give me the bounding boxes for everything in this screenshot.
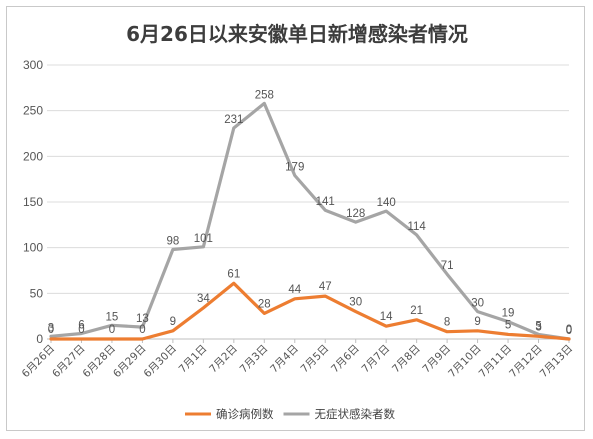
x-tick-label: 6月29日 [111,343,149,381]
data-label-series-0: 34 [197,293,210,305]
y-tick-label: 0 [36,332,43,346]
data-label-series-0: 21 [410,305,423,317]
series-line-0 [49,281,571,341]
x-tick-label: 6月28日 [81,343,119,381]
x-tick-label: 7月2日 [207,343,240,376]
data-label-series-0: 0 [48,324,54,336]
data-label-series-0: 44 [288,284,301,296]
data-label-series-1: 0 [566,325,572,337]
x-tick-label: 6月26日 [20,343,58,381]
x-tick-label: 7月12日 [507,343,545,381]
y-axis-ticks: 0 50 100 150 200 250 300 [23,58,43,346]
series-layer [49,101,571,341]
y-tick-label: 100 [23,241,43,255]
grid-layer [47,64,569,340]
y-tick-label: 300 [23,58,43,72]
y-tick-label: 50 [30,286,44,300]
data-label-series-1: 3 [48,322,54,334]
legend: 确诊病例数 无症状感染者数 [185,407,395,421]
data-label-series-1: 231 [224,114,243,126]
x-tick-label: 6月30日 [141,343,179,381]
data-label-series-0: 28 [258,298,271,310]
data-label-series-0: 9 [474,316,480,328]
data-label-series-1: 258 [255,89,274,101]
data-label-series-1: 6 [78,320,84,332]
data-label-series-1: 71 [441,260,454,272]
data-label-series-0: 5 [505,319,511,331]
data-label-series-0: 14 [380,311,393,323]
chart-title: 6月26日以来安徽单日新增感染者情况 [126,22,468,46]
data-label-series-0: 0 [78,324,84,336]
data-label-series-1: 13 [136,313,149,325]
x-tick-label: 7月6日 [329,343,362,376]
x-axis-ticks: 6月26日6月27日6月28日6月29日6月30日7月1日7月2日7月3日7月4… [20,339,576,381]
data-label-series-0: 9 [170,316,176,328]
series-line-1 [49,101,571,341]
x-tick-label: 7月13日 [538,343,576,381]
data-label-series-1: 128 [346,208,365,220]
y-tick-label: 200 [23,149,43,163]
data-label-series-0: 0 [139,324,145,336]
data-label-series-1: 101 [194,233,213,245]
data-label-series-0: 61 [227,268,240,280]
data-label-series-1: 179 [285,162,304,174]
x-tick-label: 7月7日 [360,343,393,376]
data-label-series-0: 0 [109,324,115,336]
data-label-series-0: 3 [535,321,541,333]
x-tick-label: 7月3日 [238,343,271,376]
data-label-series-1: 30 [471,298,484,310]
data-label-series-0: 47 [319,281,332,293]
data-label-series-1: 98 [166,235,179,247]
x-tick-label: 7月4日 [268,343,301,376]
data-label-series-1: 141 [316,196,335,208]
data-label-series-1: 140 [377,197,396,209]
x-tick-label: 6月27日 [50,343,88,381]
data-label-series-0: 0 [566,324,572,336]
x-tick-label: 7月5日 [299,343,332,376]
y-tick-label: 150 [23,195,43,209]
chart-frame: 6月26日以来安徽单日新增感染者情况 0 50 100 150 200 250 300 6月… [6,6,585,431]
data-label-series-1: 5 [535,320,541,332]
legend-label-0: 确诊病例数 [216,407,274,421]
x-tick-label: 7月8日 [390,343,423,376]
x-tick-label: 7月1日 [177,343,210,376]
x-tick-label: 7月10日 [446,343,484,381]
y-tick-label: 250 [23,104,43,118]
data-label-series-1: 114 [407,221,426,233]
data-label-series-1: 15 [106,311,119,323]
legend-label-1: 无症状感染者数 [315,407,396,421]
data-label-series-1: 19 [502,308,515,320]
data-label-series-0: 8 [444,317,450,329]
x-tick-label: 7月11日 [477,343,515,381]
data-label-series-0: 30 [349,297,362,309]
